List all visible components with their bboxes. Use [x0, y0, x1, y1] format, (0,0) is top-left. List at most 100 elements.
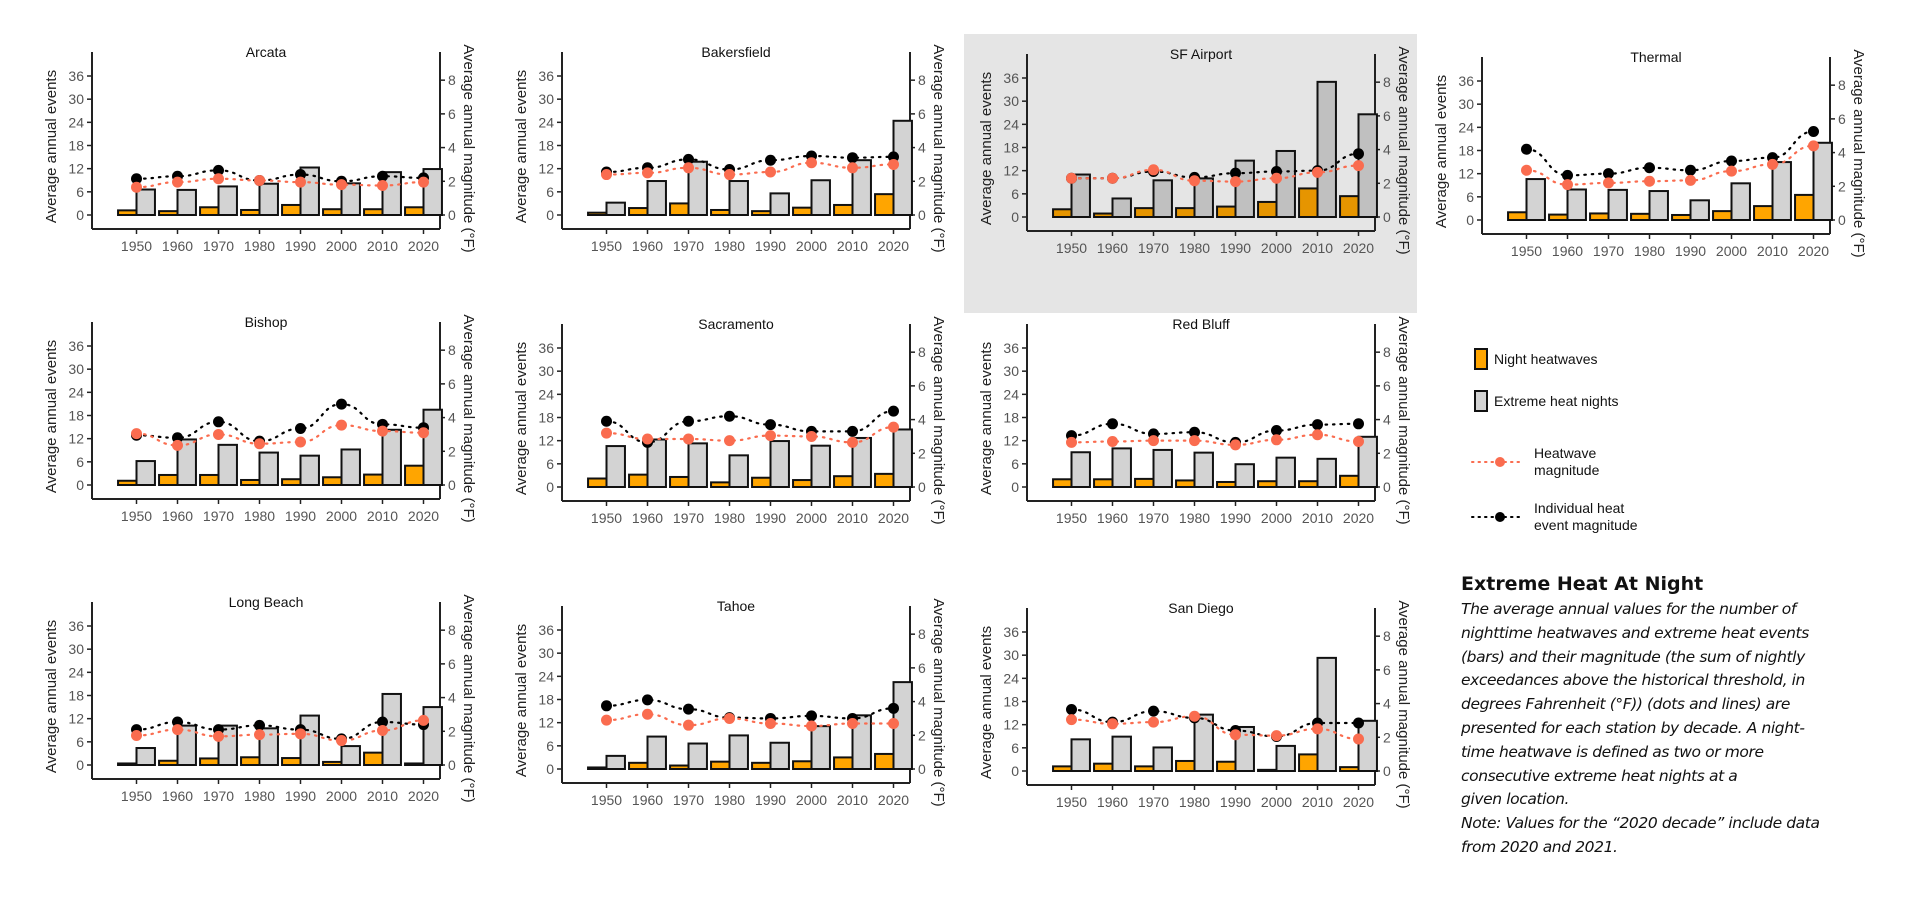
panel-title: Red Bluff: [1172, 316, 1229, 332]
left-tick-label: 36: [538, 340, 554, 356]
right-tick-label: 4: [1383, 142, 1391, 158]
heatwave-magnitude-point: [847, 717, 858, 729]
heatwave-magnitude-point: [1230, 729, 1241, 741]
left-tick-label: 12: [68, 431, 84, 447]
bar-extreme-heat-nights: [646, 735, 667, 770]
left-axis-title: Average annual events: [513, 624, 530, 777]
right-tick-label: 0: [918, 207, 926, 223]
panel-title: Thermal: [1630, 49, 1681, 65]
bar-night-heatwaves: [628, 473, 649, 488]
left-tick-label: 18: [1003, 140, 1019, 156]
right-tick-label: 0: [1383, 479, 1391, 495]
heatwave-magnitude-point: [601, 714, 612, 726]
bar-extreme-heat-nights: [605, 754, 626, 771]
right-tick-label: 4: [1383, 412, 1391, 428]
individual-magnitude-point: [213, 164, 224, 176]
chart-panel-sf-airport: SF Airport 0 6 12 18 24 30 36 0 2 4 6 8 Average annua…: [964, 34, 1417, 313]
heatwave-magnitude-point: [724, 435, 735, 447]
bar-extreme-heat-nights: [1070, 173, 1091, 218]
legend-swatch-orange: [1474, 348, 1488, 370]
legend-item-extreme-heat-nights: Extreme heat nights: [1470, 390, 1619, 412]
left-tick-label: 36: [1003, 70, 1019, 86]
x-tick-label: 1950: [121, 238, 152, 254]
individual-magnitude-point: [1148, 705, 1159, 717]
right-tick-label: 0: [448, 757, 456, 773]
bar-extreme-heat-nights: [605, 201, 626, 216]
x-tick-label: 1950: [121, 788, 152, 804]
bar-extreme-heat-nights: [381, 428, 402, 486]
heatwave-magnitude-point: [1353, 435, 1364, 447]
x-tick-label: 1950: [121, 508, 152, 524]
x-tick-label: 1960: [162, 788, 193, 804]
left-tick-label: 18: [538, 692, 554, 708]
x-tick-label: 2000: [326, 508, 357, 524]
legend-swatch-gray: [1474, 390, 1488, 412]
left-axis-title: Average annual events: [978, 342, 995, 495]
bar-night-heatwaves: [874, 752, 895, 770]
individual-magnitude-point: [295, 169, 306, 181]
x-tick-label: 1960: [1552, 243, 1583, 259]
bar-night-heatwaves: [363, 208, 384, 216]
x-tick-label: 2010: [837, 510, 868, 526]
heatwave-magnitude-point: [642, 433, 653, 445]
individual-magnitude-point: [724, 410, 735, 422]
x-tick-label: 2000: [1261, 794, 1292, 810]
bar-extreme-heat-nights: [340, 182, 361, 216]
bar-extreme-heat-nights: [1193, 177, 1214, 218]
bar-extreme-heat-nights: [687, 160, 708, 216]
heatwave-magnitude-point: [683, 719, 694, 731]
right-tick-label: 8: [1383, 628, 1391, 644]
heatwave-magnitude-point: [1353, 160, 1364, 172]
right-axis-title: Average annual magnitude (°F): [460, 594, 477, 802]
heatwave-magnitude-point: [1107, 718, 1118, 730]
x-tick-label: 1980: [714, 238, 745, 254]
chart-panel-bakersfield: Bakersfield 0 6 12 18 24 30 36 0 2 4 6 8 Average annu…: [510, 40, 950, 300]
left-axis-title: Average annual events: [978, 626, 995, 779]
left-tick-label: 18: [68, 408, 84, 424]
x-tick-label: 1990: [1220, 794, 1251, 810]
bar-night-heatwaves: [281, 203, 302, 216]
heatwave-magnitude-point: [131, 181, 142, 193]
heatwave-magnitude-point: [683, 162, 694, 174]
chart-panel-sacramento: Sacramento 0 6 12 18 24 30 36 0 2 4 6 8 Average annua…: [510, 312, 950, 572]
bar-extreme-heat-nights: [340, 448, 361, 487]
individual-magnitude-point: [1521, 143, 1532, 155]
left-tick-label: 18: [538, 138, 554, 154]
individual-magnitude-point: [642, 694, 653, 706]
x-tick-label: 2000: [796, 510, 827, 526]
bar-night-heatwaves: [1093, 478, 1114, 488]
x-tick-label: 1990: [285, 788, 316, 804]
heatwave-magnitude-point: [888, 421, 899, 433]
right-tick-label: 6: [918, 660, 926, 676]
left-tick-label: 0: [76, 757, 84, 773]
x-tick-label: 1990: [755, 510, 786, 526]
bar-extreme-heat-nights: [1648, 190, 1669, 222]
heatwave-magnitude-point: [1107, 172, 1118, 184]
heatwave-magnitude-point: [1562, 179, 1573, 191]
legend: Night heatwaves Extreme heat nights Heat…: [1470, 340, 1770, 550]
bar-extreme-heat-nights: [1730, 182, 1751, 221]
x-tick-label: 1960: [162, 238, 193, 254]
bar-extreme-heat-nights: [1275, 149, 1296, 218]
x-tick-label: 2010: [837, 792, 868, 808]
left-tick-label: 12: [1458, 166, 1474, 182]
right-tick-label: 6: [1838, 111, 1846, 127]
bar-extreme-heat-nights: [1316, 656, 1337, 772]
bar-night-heatwaves: [792, 760, 813, 770]
left-tick-label: 0: [1466, 212, 1474, 228]
x-tick-label: 2010: [1757, 243, 1788, 259]
heatwave-magnitude-point: [377, 425, 388, 437]
left-tick-label: 24: [538, 114, 554, 130]
individual-magnitude-point: [888, 702, 899, 714]
bar-night-heatwaves: [1052, 478, 1073, 488]
heatwave-magnitude-point: [1312, 723, 1323, 735]
left-tick-label: 12: [68, 161, 84, 177]
left-tick-label: 6: [1011, 456, 1019, 472]
bar-night-heatwaves: [199, 206, 220, 216]
individual-magnitude-point: [336, 398, 347, 410]
bar-night-heatwaves: [669, 475, 690, 488]
